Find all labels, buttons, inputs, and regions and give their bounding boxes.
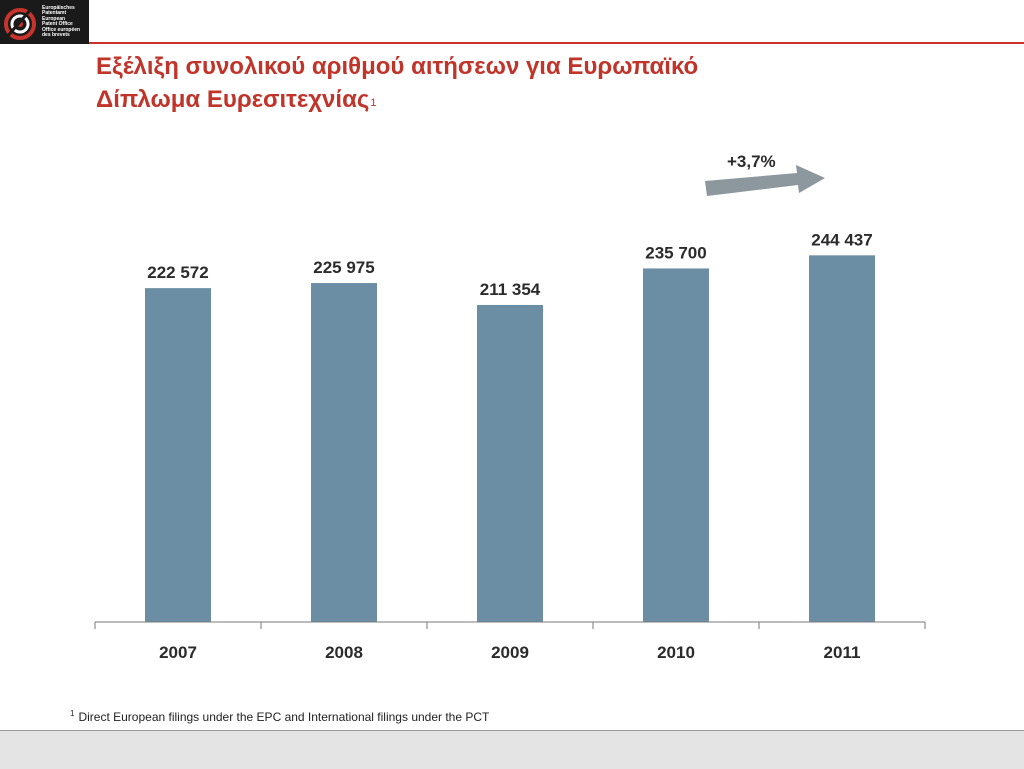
bar-2007: [145, 288, 211, 622]
bar-2011: [809, 255, 875, 623]
footnote-mark: 1: [70, 709, 75, 718]
x-tick-label-2009: 2009: [491, 643, 529, 662]
header-divider: [89, 42, 1024, 44]
logo-text-line: European: [42, 15, 66, 22]
data-label-2011: 244 437: [811, 230, 872, 249]
x-tick-label-2011: 2011: [824, 643, 861, 662]
slide-title: Εξέλιξη συνολικού αριθμού αιτήσεων για Ε…: [96, 50, 698, 116]
logo-text-line: Patentamt: [42, 10, 67, 16]
x-tick-label-2010: 2010: [657, 643, 695, 662]
growth-arrow-icon: [705, 165, 825, 196]
growth-label: +3,7%: [727, 152, 776, 171]
logo-text-line: Patent Office: [42, 21, 73, 27]
epo-logo-mark-icon: [4, 7, 36, 40]
epo-logo: Europäisches Patentamt European Patent O…: [0, 0, 89, 44]
footnote: 1 Direct European filings under the EPC a…: [70, 709, 489, 724]
bar-2010: [643, 268, 709, 622]
data-label-2009: 211 354: [480, 280, 541, 299]
x-tick-label-2008: 2008: [325, 643, 363, 662]
title-footnote-mark: 1: [370, 97, 377, 109]
bar-2008: [311, 283, 377, 622]
logo-text-line: Office européen: [42, 26, 81, 33]
bar-2009: [477, 304, 543, 622]
footnote-text: Direct European filings under the EPC an…: [78, 710, 490, 724]
data-label-2008: 225 975: [313, 258, 374, 277]
footer-bar: [0, 730, 1024, 769]
data-label-2007: 222 572: [147, 263, 208, 282]
epo-logo-text: Europäisches Patentamt European Patent O…: [42, 4, 81, 39]
logo-text-line: Europäisches: [42, 4, 75, 11]
x-tick-label-2007: 2007: [159, 643, 197, 662]
slide-title-line2: Δίπλωμα Ευρεσιτεχνίας: [96, 86, 370, 113]
slide-title-line1: Εξέλιξη συνολικού αριθμού αιτήσεων για Ε…: [96, 53, 699, 80]
data-label-2010: 235 700: [645, 243, 706, 262]
logo-text-line: des brevets: [42, 32, 70, 38]
